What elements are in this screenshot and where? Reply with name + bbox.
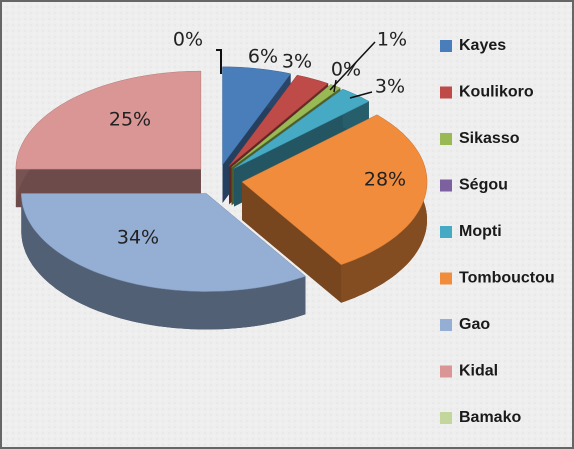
slice: [222, 66, 292, 166]
data-label: 34%: [117, 227, 159, 249]
data-label: 25%: [109, 109, 151, 131]
legend-swatch: [440, 412, 452, 424]
data-labels: 6% 3%1%0%3%28%34%25%0%: [109, 29, 407, 249]
legend-label: Kidal: [459, 363, 498, 380]
legend-swatch: [440, 226, 452, 238]
legend-swatch: [440, 319, 452, 331]
legend-label: Ségou: [459, 177, 508, 194]
data-label: 6%: [248, 46, 278, 68]
legend-swatch: [440, 365, 452, 378]
legend-label: Kayes: [459, 37, 506, 54]
data-label: 1%: [377, 29, 407, 51]
legend-label: Bamako: [459, 409, 521, 426]
data-label: 0%: [173, 29, 203, 51]
data-label: 3%: [282, 51, 312, 73]
legend-label: Koulikoro: [459, 84, 534, 101]
slice: [241, 114, 428, 265]
legend-swatch: [440, 133, 452, 145]
slice: [15, 70, 202, 170]
data-label: 28%: [364, 169, 406, 191]
leader-line: [216, 49, 222, 74]
leader-line: [349, 91, 373, 99]
leader-line: [333, 79, 337, 93]
legend-swatch: [440, 86, 452, 99]
slice: [21, 193, 307, 292]
data-label: 3%: [375, 76, 405, 98]
slice-side: [21, 193, 306, 330]
legend-swatch: [440, 179, 452, 192]
legend-label: Tombouctou: [459, 270, 555, 287]
legend-label: Gao: [459, 316, 490, 333]
legend-swatch: [440, 40, 452, 52]
slice: [233, 88, 370, 169]
slice-wall: [242, 181, 342, 303]
legend-label: Mopti: [459, 223, 502, 240]
leader-line: [329, 41, 376, 91]
pie: [15, 66, 428, 330]
legend: Kayes Koulikoro Sikasso Ségou Mopti Tomboucto…: [440, 37, 555, 426]
slice: [228, 74, 329, 167]
legend-swatch: [440, 272, 452, 285]
legend-label: Sikasso: [459, 130, 520, 147]
